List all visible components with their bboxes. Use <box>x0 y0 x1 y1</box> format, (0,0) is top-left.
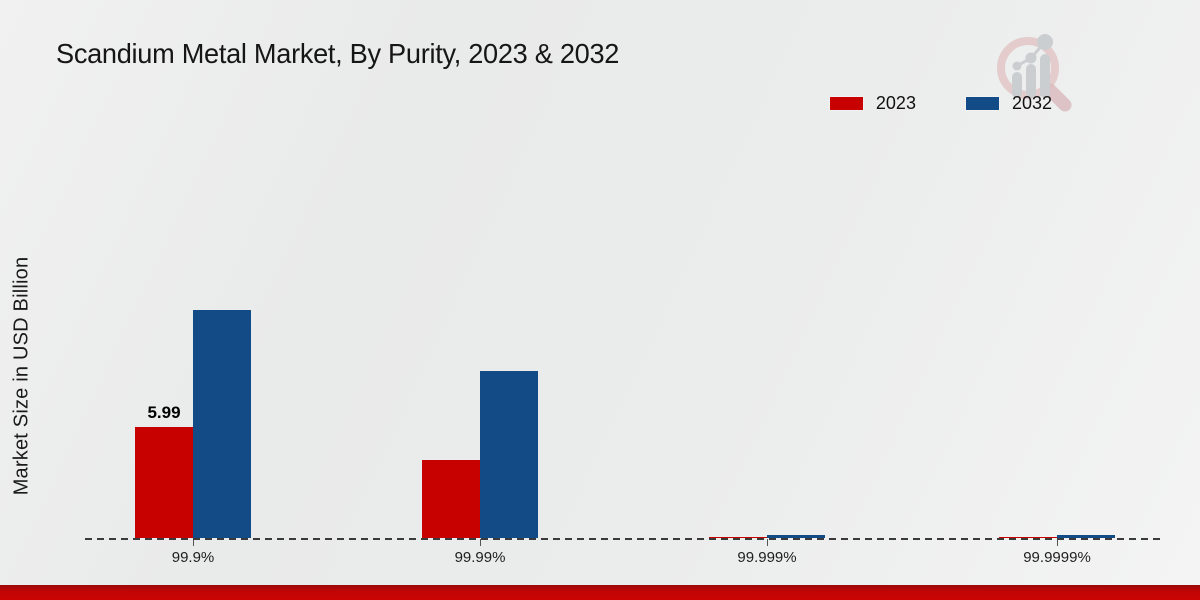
x-axis-tick <box>767 539 768 546</box>
legend-item-2032: 2032 <box>964 93 1052 114</box>
x-axis-tick <box>193 539 194 546</box>
legend-label-2023: 2023 <box>875 93 916 113</box>
bar-2032-99.9999% <box>1057 535 1115 538</box>
x-axis-tick <box>1057 539 1058 546</box>
bar-value-label: 5.99 <box>147 403 181 422</box>
legend-swatch-2023-icon <box>828 96 864 111</box>
bar-2023-99.9% <box>135 427 193 538</box>
bar-2023-99.9999% <box>999 537 1057 538</box>
x-tick-label: 99.99% <box>454 549 506 566</box>
x-axis-baseline <box>85 538 1163 540</box>
bar-2023-99.999% <box>709 537 767 538</box>
bar-2023-99.99% <box>422 460 480 538</box>
legend-label-2032: 2032 <box>1011 93 1052 113</box>
x-tick-label: 99.9999% <box>1023 549 1091 566</box>
chart-title: Scandium Metal Market, By Purity, 2023 &… <box>56 38 620 69</box>
magnifier-bar-chart-logo-icon <box>997 34 1072 112</box>
bar-2032-99.999% <box>767 535 825 538</box>
x-axis-tick <box>480 539 481 546</box>
legend-swatch-2032-icon <box>964 96 1000 111</box>
legend: 2023 2032 <box>828 93 1052 114</box>
x-tick-label: 99.999% <box>737 549 797 566</box>
footer-stripe <box>0 585 1200 600</box>
bar-2032-99.99% <box>480 371 538 538</box>
bar-2032-99.9% <box>193 310 251 538</box>
legend-item-2023: 2023 <box>828 93 916 114</box>
x-tick-label: 99.9% <box>171 549 215 566</box>
